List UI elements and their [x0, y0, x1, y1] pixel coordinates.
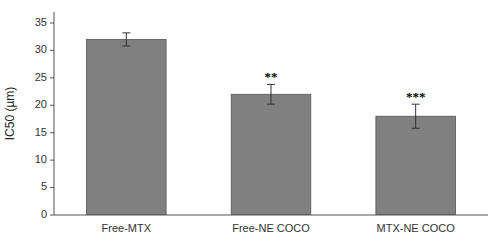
- y-tick-label: 20: [35, 98, 47, 110]
- error-cap: [267, 104, 275, 105]
- bar: [87, 39, 167, 215]
- y-tick-label: 15: [35, 126, 47, 138]
- bar: [376, 116, 456, 215]
- y-tick-label: 10: [35, 153, 47, 165]
- error-line: [415, 104, 416, 128]
- y-tick: [50, 215, 54, 216]
- error-bar: [267, 84, 275, 104]
- y-tick-label: 5: [41, 180, 47, 192]
- y-tick-label: 0: [41, 208, 47, 220]
- x-tick-label: MTX-NE COCO: [377, 222, 456, 234]
- y-tick: [50, 105, 54, 106]
- error-line: [126, 33, 127, 46]
- y-tick: [50, 132, 54, 133]
- error-line: [271, 84, 272, 104]
- significance-marker: ***: [406, 89, 426, 104]
- error-cap: [122, 32, 130, 33]
- y-tick: [50, 187, 54, 188]
- x-tick-label: Free-NE COCO: [232, 222, 310, 234]
- chart-container: *****05101520253035IC50 (µm)Free-MTXFree…: [0, 0, 500, 243]
- y-axis-label: IC50 (µm): [3, 87, 17, 141]
- x-axis: Free-MTX Free-NE COCO MTX-NE COCO: [54, 215, 488, 234]
- y-axis: 0 5 10 15 20 25 30 35 IC50 (µm): [3, 12, 54, 220]
- y-tick: [50, 160, 54, 161]
- error-bar: [412, 104, 420, 128]
- error-cap: [122, 46, 130, 47]
- significance-marker: **: [265, 69, 278, 84]
- error-cap: [412, 128, 420, 129]
- y-tick-label: 30: [35, 43, 47, 55]
- plot-area: [87, 33, 456, 215]
- y-tick-label: 25: [35, 71, 47, 83]
- bar: [231, 94, 311, 215]
- y-tick: [50, 77, 54, 78]
- x-tick-label: Free-MTX: [102, 222, 152, 234]
- y-tick: [50, 50, 54, 51]
- y-axis-line: [54, 12, 55, 215]
- y-tick: [50, 22, 54, 23]
- chart: *****05101520253035IC50 (µm)Free-MTXFree…: [0, 0, 500, 243]
- error-bar: [122, 33, 130, 46]
- x-axis-line: [54, 215, 488, 216]
- y-tick-label: 35: [35, 16, 47, 28]
